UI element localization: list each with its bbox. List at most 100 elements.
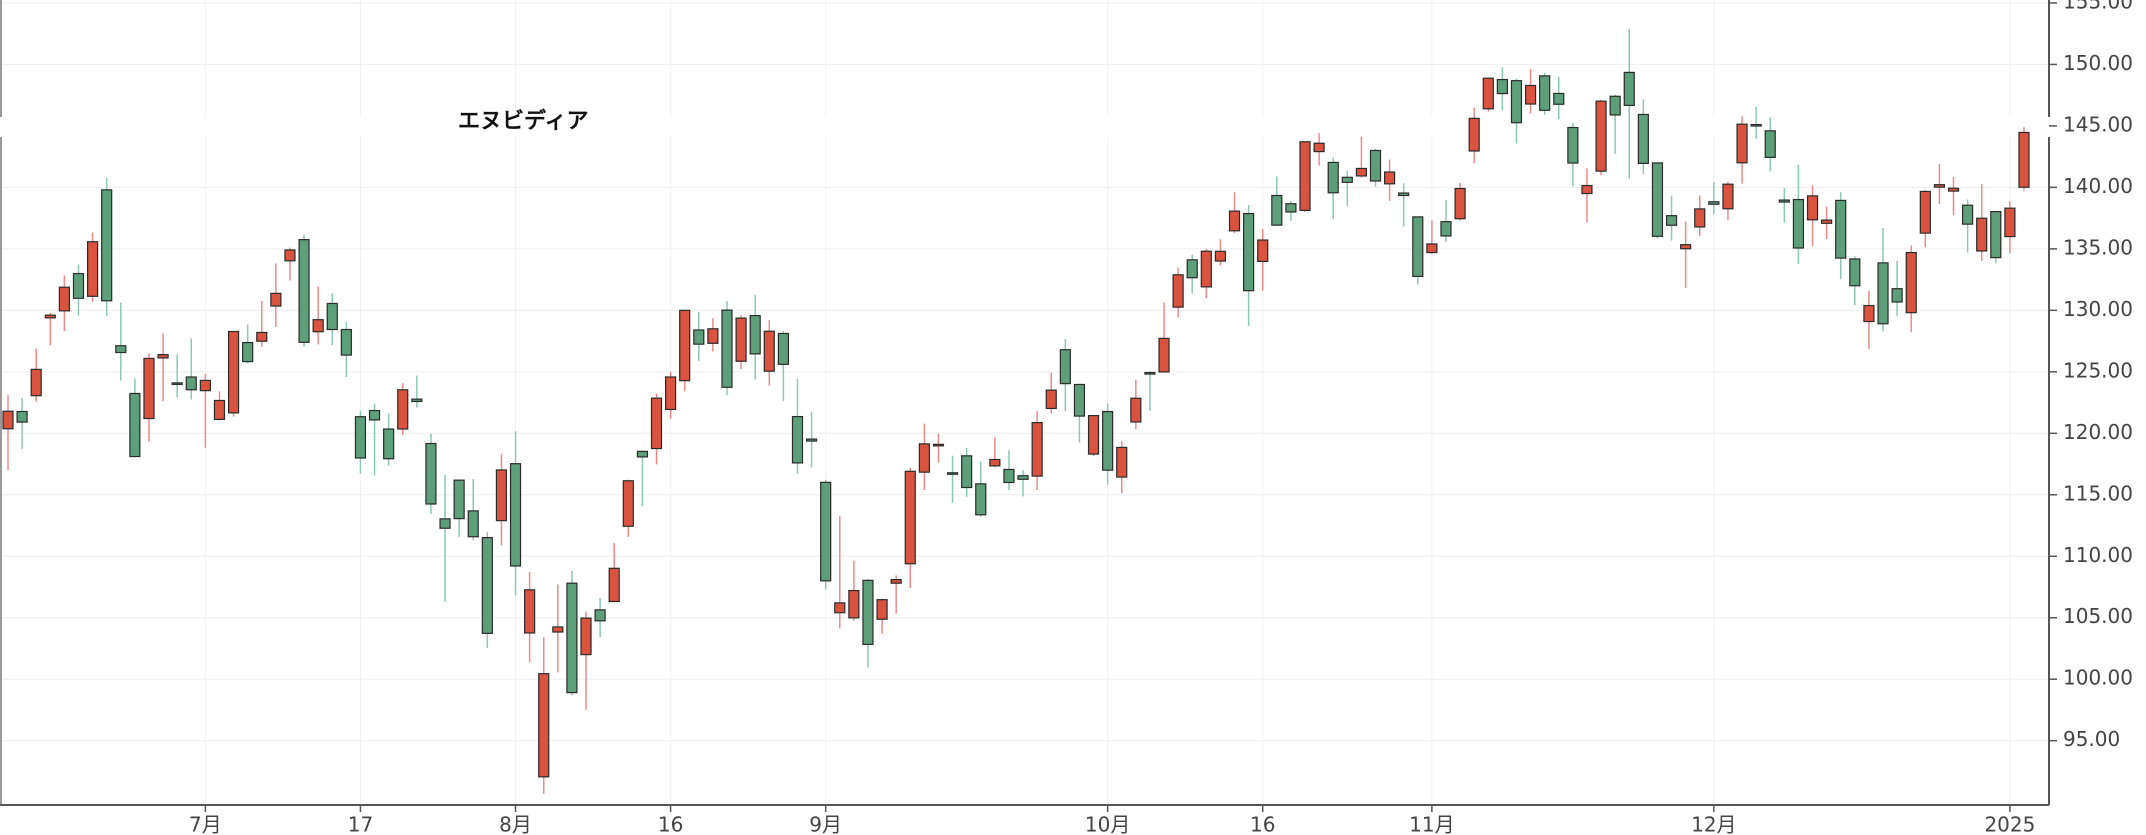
- candle-body: [1172, 274, 1184, 308]
- candle-body: [411, 398, 423, 403]
- candle-body: [129, 392, 141, 458]
- candle-body: [157, 354, 169, 359]
- candle-body: [1722, 183, 1734, 210]
- candle-body: [143, 357, 155, 420]
- candle-body: [284, 249, 296, 262]
- candle-body: [1116, 446, 1128, 478]
- candle-body: [1680, 244, 1692, 250]
- candle-body: [1130, 397, 1142, 423]
- x-tick-label: 17: [348, 813, 373, 835]
- candle-body: [298, 239, 310, 343]
- candle-body: [340, 328, 352, 356]
- candle-body: [975, 483, 987, 516]
- candle-body: [1355, 167, 1367, 177]
- candle-body: [1905, 251, 1917, 314]
- candle-body: [777, 332, 789, 365]
- candle-body: [1243, 212, 1255, 292]
- x-tick-label: 10月: [1085, 813, 1130, 835]
- candles: [2, 28, 2030, 794]
- candle-body: [1412, 216, 1424, 278]
- candle-body: [1440, 221, 1452, 237]
- candle-body: [453, 479, 465, 520]
- candle-body: [1087, 414, 1100, 455]
- candle-body: [834, 602, 846, 614]
- candle-body: [2018, 131, 2030, 188]
- candle-body: [1144, 371, 1156, 375]
- y-tick-label: 100.00: [2063, 666, 2133, 690]
- y-tick-label: 120.00: [2063, 420, 2133, 444]
- y-tick-label: 125.00: [2063, 358, 2133, 382]
- y-tick-label: 140.00: [2063, 174, 2133, 198]
- x-tick-label: 16: [1250, 813, 1275, 835]
- candle-body: [1665, 215, 1678, 226]
- candle-body: [439, 518, 451, 529]
- candle-body: [1341, 176, 1353, 183]
- x-tick-label: 12月: [1691, 813, 1736, 835]
- candle-body: [199, 379, 211, 392]
- candle-body: [213, 399, 226, 421]
- candle-body: [1933, 184, 1946, 188]
- candle-body: [1398, 192, 1410, 197]
- candle-body: [312, 319, 324, 333]
- candle-body: [44, 314, 56, 319]
- candle-body: [805, 438, 818, 442]
- candle-body: [227, 330, 240, 414]
- x-tick-label: 7月: [189, 813, 222, 835]
- y-tick-label: 130.00: [2063, 297, 2133, 321]
- candle-body: [171, 382, 183, 385]
- candle-body: [2, 410, 14, 430]
- candle-body: [918, 443, 930, 473]
- title-strip: [0, 117, 2050, 137]
- candle-body: [707, 328, 719, 344]
- candle-body: [961, 455, 973, 489]
- candle-body: [876, 599, 888, 620]
- candle-body: [791, 415, 804, 464]
- candle-body: [1637, 113, 1649, 165]
- candle-body: [115, 345, 127, 354]
- candle-body: [1581, 184, 1593, 195]
- candle-body: [383, 428, 395, 460]
- candle-body: [1792, 198, 1805, 249]
- candle-body: [1990, 211, 2002, 259]
- candle-body: [1764, 130, 1776, 158]
- candle-body: [538, 673, 550, 778]
- candle-body: [1778, 199, 1790, 203]
- candle-body: [1651, 162, 1664, 237]
- candle-body: [693, 329, 705, 345]
- candle-body: [749, 315, 761, 355]
- candle-body: [1609, 95, 1621, 116]
- y-tick-label: 135.00: [2063, 235, 2133, 259]
- candle-body: [566, 582, 578, 694]
- candle-body: [1806, 195, 1819, 221]
- candle-body: [481, 536, 493, 634]
- candle-body: [1031, 422, 1043, 477]
- candle-body: [1623, 71, 1635, 106]
- candle-body: [1468, 117, 1480, 152]
- candle-body: [30, 368, 42, 397]
- candle-body: [862, 579, 874, 646]
- candle-body: [580, 617, 592, 656]
- candle-body: [1891, 288, 1903, 303]
- candle-body: [552, 626, 564, 633]
- candle-body: [1017, 475, 1029, 480]
- candle-body: [946, 472, 959, 475]
- candle-body: [1539, 75, 1551, 111]
- candle-body: [467, 510, 479, 538]
- candle-body: [932, 443, 945, 447]
- chart-title: エヌビディア: [458, 108, 588, 134]
- candle-body: [1257, 239, 1269, 263]
- candle-body: [1510, 80, 1523, 124]
- candle-body: [509, 463, 522, 567]
- candle-body: [1835, 199, 1847, 259]
- y-tick-label: 150.00: [2063, 51, 2133, 75]
- candle-body: [1877, 262, 1889, 325]
- candle-body: [1919, 190, 1931, 234]
- y-tick-label: 145.00: [2063, 112, 2133, 136]
- candle-body: [16, 410, 28, 423]
- candle-body: [1976, 217, 1988, 252]
- candle-body: [1369, 149, 1382, 182]
- candle-body: [735, 317, 747, 362]
- candle-body: [721, 309, 733, 388]
- candle-body: [397, 389, 409, 430]
